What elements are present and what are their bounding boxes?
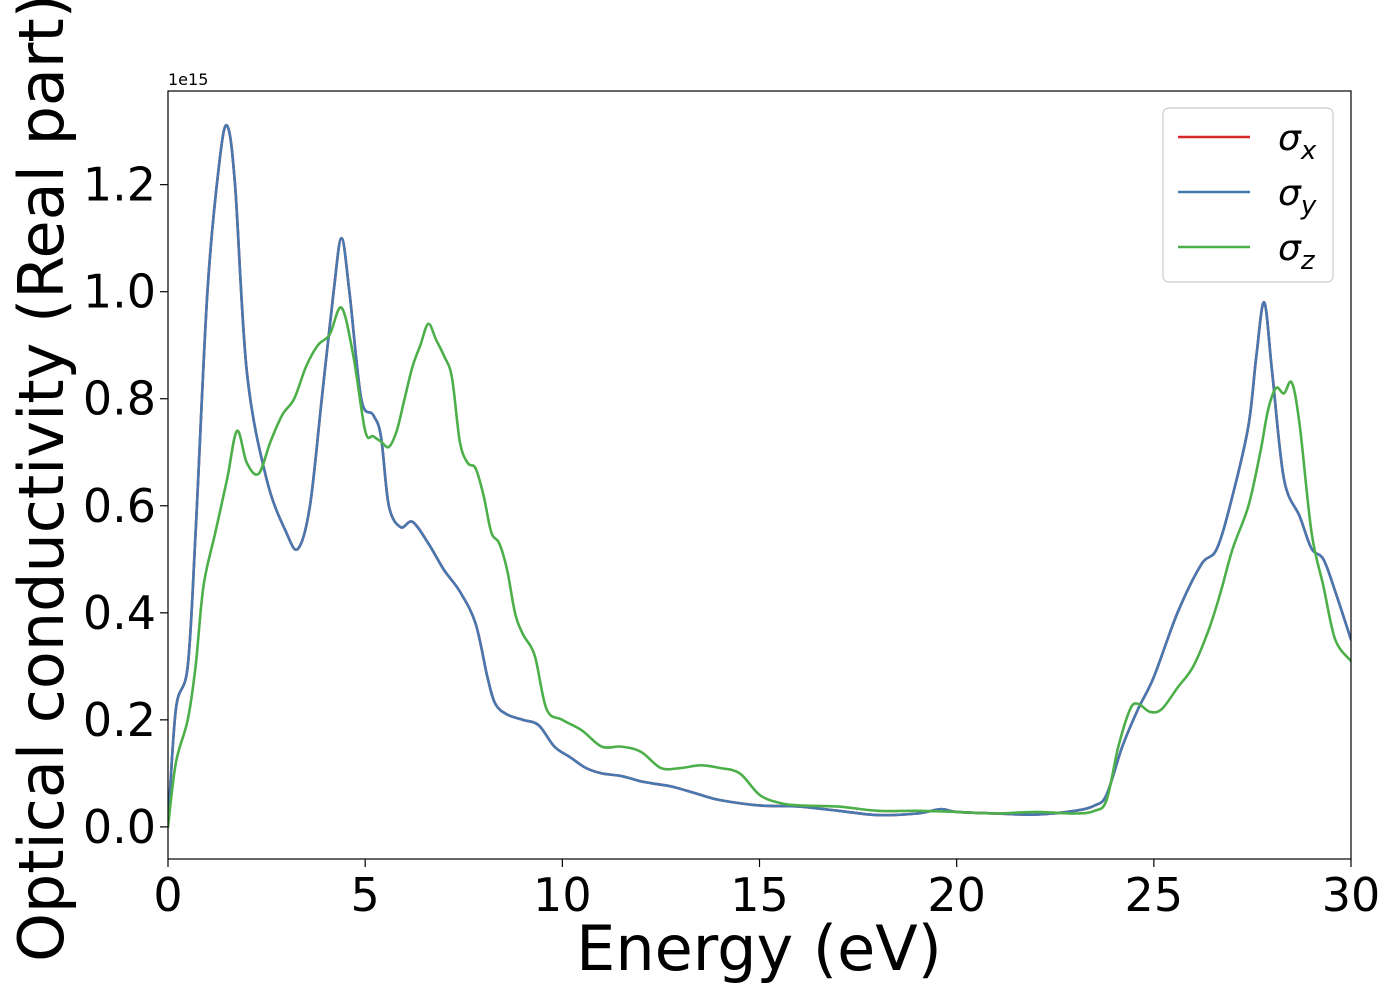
x-axis-title: Energy (eV) — [576, 912, 942, 985]
series-layer — [168, 123, 1351, 829]
legend-label-y: σy — [1278, 173, 1317, 221]
x-tick-label: 0 — [153, 868, 182, 922]
y-tick-label: 0.2 — [83, 693, 156, 747]
x-tick-label: 25 — [1125, 868, 1184, 922]
y-tick-label: 0.0 — [83, 800, 156, 854]
legend-label-z: σz — [1278, 228, 1316, 276]
y-axis: 0.0 0.2 0.4 0.6 0.8 1.0 1.2 — [83, 158, 168, 854]
x-tick-label: 15 — [730, 868, 789, 922]
y-tick-label: 0.6 — [83, 479, 156, 533]
legend-label-x: σx — [1278, 118, 1317, 166]
x-tick-label: 20 — [927, 868, 986, 922]
x-tick-label: 30 — [1322, 868, 1381, 922]
y-tick-label: 1.2 — [83, 158, 156, 212]
x-tick-label: 5 — [351, 868, 380, 922]
y-axis-title: Optical conductivity (Real part) — [5, 0, 78, 962]
y-offset-label: 1e15 — [168, 70, 208, 89]
y-tick-label: 1.0 — [83, 265, 156, 319]
x-tick-label: 10 — [533, 868, 592, 922]
series-line-y — [168, 123, 1351, 829]
y-tick-label: 0.4 — [83, 586, 156, 640]
series-line-z — [168, 306, 1351, 829]
legend-box — [1162, 107, 1334, 283]
x-axis: 0 5 10 15 20 25 30 — [153, 859, 1380, 922]
y-tick-label: 0.8 — [83, 372, 156, 426]
legend: σx σy σz — [1162, 107, 1334, 283]
